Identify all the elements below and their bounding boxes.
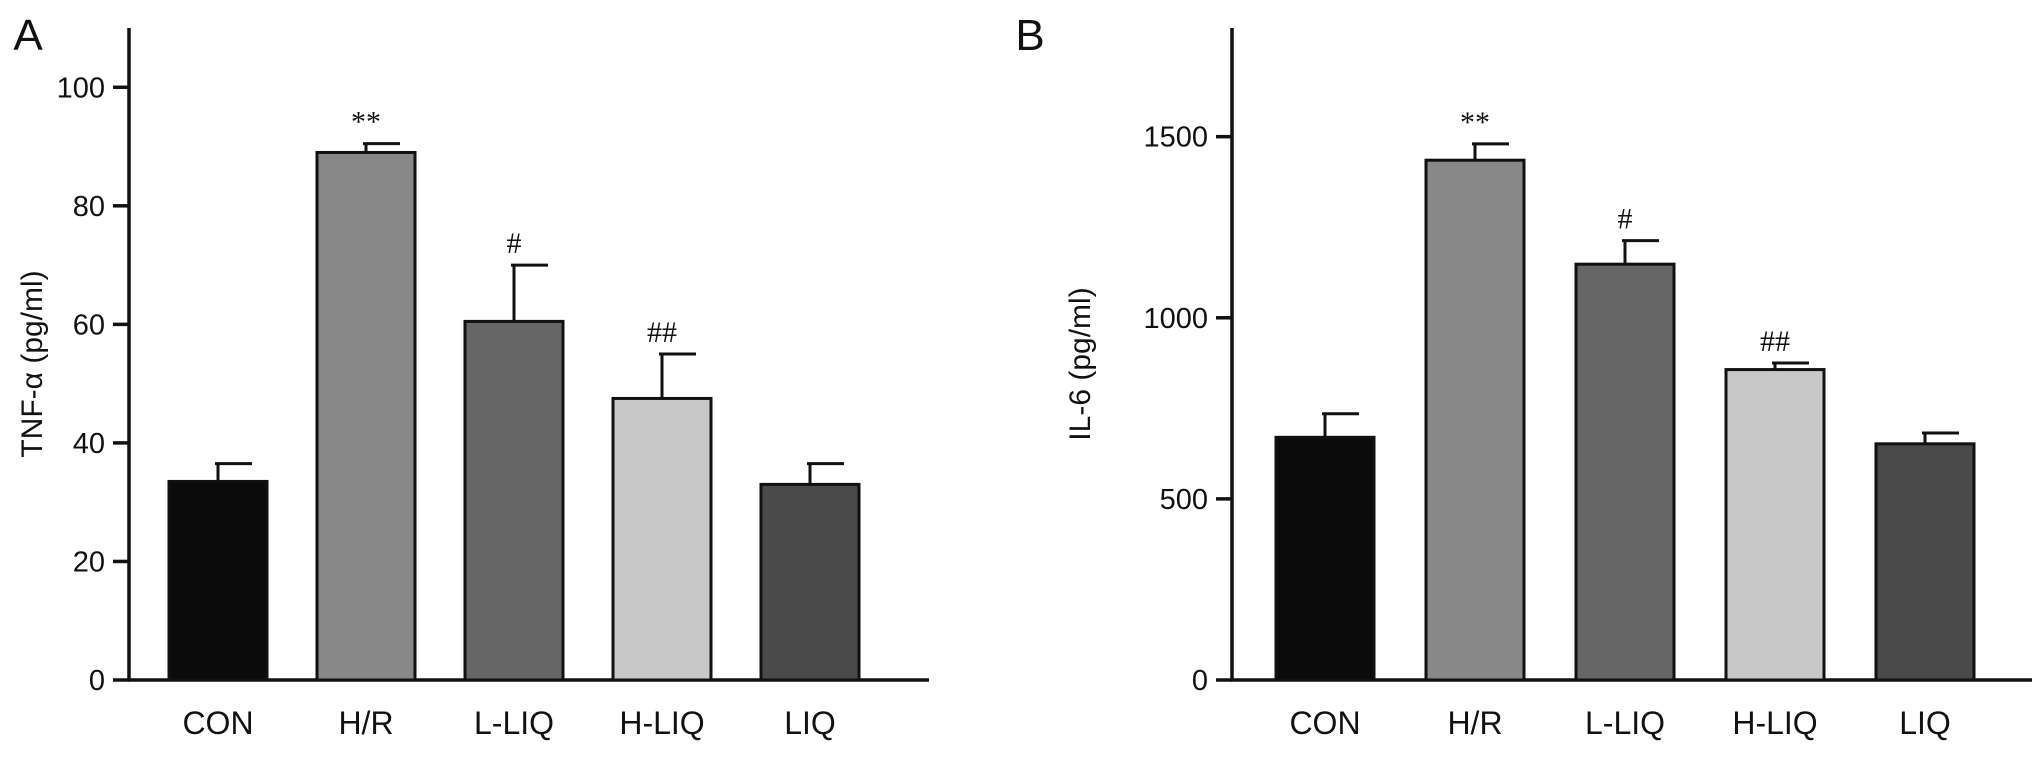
x-category-label: H-LIQ bbox=[619, 705, 704, 741]
x-category-label: H-LIQ bbox=[1732, 705, 1817, 741]
bar-con bbox=[1274, 435, 1376, 682]
panel-letter: A bbox=[13, 11, 43, 60]
y-tick-label: 1500 bbox=[1143, 122, 1208, 154]
y-tick-label: 20 bbox=[73, 546, 105, 578]
y-tick-label: 100 bbox=[57, 72, 105, 104]
bar-h-liq bbox=[1724, 368, 1826, 682]
chart-panel-a: A 0 20 40 60 80 100 TNF-α (pg/ml) CON ** H/R # L-LIQ… bbox=[13, 11, 929, 741]
y-tick-label: 500 bbox=[1160, 484, 1208, 516]
x-category-label: L-LIQ bbox=[474, 705, 554, 741]
y-tick-label: 80 bbox=[73, 191, 105, 223]
y-tick-label: 60 bbox=[73, 309, 105, 341]
significance-label: ## bbox=[1760, 325, 1790, 358]
y-axis-title: TNF-α (pg/ml) bbox=[16, 270, 49, 457]
x-category-label: H/R bbox=[338, 705, 393, 741]
x-category-label: LIQ bbox=[784, 705, 836, 741]
x-category-label: CON bbox=[1289, 705, 1360, 741]
bar-l-liq bbox=[463, 319, 565, 682]
significance-label: ## bbox=[647, 316, 677, 349]
significance-label: # bbox=[1618, 203, 1633, 236]
x-category-label: H/R bbox=[1447, 705, 1502, 741]
significance-label: # bbox=[507, 227, 522, 260]
y-tick-label: 0 bbox=[89, 665, 105, 697]
bar-h-liq bbox=[611, 396, 713, 682]
y-tick-label: 0 bbox=[1192, 665, 1208, 697]
y-tick-label: 40 bbox=[73, 428, 105, 460]
panel-letter: B bbox=[1015, 11, 1044, 60]
chart-panel-b: B 0 500 1000 1500 IL-6 (pg/ml) CON ** H/R # L-LIQ #… bbox=[1015, 11, 2032, 741]
x-category-label: LIQ bbox=[1899, 705, 1951, 741]
significance-label: ** bbox=[351, 106, 381, 139]
x-category-label: L-LIQ bbox=[1585, 705, 1665, 741]
significance-label: ** bbox=[1460, 106, 1490, 139]
bar-h-r bbox=[315, 150, 417, 682]
bar-liq bbox=[759, 482, 861, 682]
bar-liq bbox=[1874, 442, 1976, 682]
y-tick-label: 1000 bbox=[1143, 303, 1208, 335]
y-axis-title: IL-6 (pg/ml) bbox=[1064, 287, 1097, 440]
bar-con bbox=[167, 479, 269, 682]
bar-l-liq bbox=[1574, 262, 1676, 682]
x-category-label: CON bbox=[182, 705, 253, 741]
bar-h-r bbox=[1424, 158, 1526, 682]
